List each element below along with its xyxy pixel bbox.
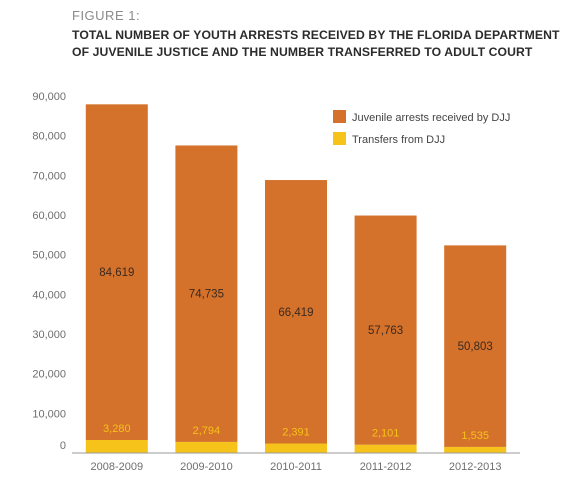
x-tick-label: 2011-2012 xyxy=(360,461,412,473)
data-label-arrests: 57,763 xyxy=(368,325,403,337)
bar-group: 84,619 3,280 74,735 2,794 66,419 2,391 57,763 2… xyxy=(85,104,507,453)
x-axis: 2008-2009 2009-2010 2010-2011 2011-2012 2012… xyxy=(72,452,520,473)
y-axis: 0 10,000 20,000 30,000 40,000 50,000 60,000 70,… xyxy=(32,91,66,452)
legend-label: Transfers from DJJ xyxy=(352,134,445,146)
x-tick-label: 2012-2013 xyxy=(449,461,502,473)
x-tick-label: 2010-2011 xyxy=(270,461,322,473)
y-tick-label: 80,000 xyxy=(32,131,66,143)
y-tick-label: 90,000 xyxy=(32,91,66,103)
legend-swatch xyxy=(333,132,346,145)
bar-transfers xyxy=(444,446,507,453)
data-label-transfers: 2,391 xyxy=(282,427,310,439)
bar-arrests xyxy=(354,215,417,445)
bar-transfers xyxy=(354,444,417,453)
y-tick-label: 50,000 xyxy=(32,250,66,262)
y-tick-label: 0 xyxy=(60,440,66,452)
legend: Juvenile arrests received by DJJ Transfer… xyxy=(333,110,510,146)
bar-transfers xyxy=(175,441,238,453)
bar-transfers xyxy=(85,439,148,453)
bar-arrests xyxy=(265,180,327,444)
figure-title: TOTAL NUMBER OF YOUTH ARRESTS RECEIVED B… xyxy=(72,28,560,59)
data-label-transfers: 3,280 xyxy=(103,423,131,435)
data-label-transfers: 2,101 xyxy=(372,428,400,440)
data-label-arrests: 84,619 xyxy=(99,267,134,279)
data-label-transfers: 1,535 xyxy=(461,430,489,442)
y-tick-label: 70,000 xyxy=(32,170,66,182)
x-tick-label: 2008-2009 xyxy=(90,461,143,473)
y-tick-label: 40,000 xyxy=(32,289,66,301)
data-label-arrests: 74,735 xyxy=(189,289,224,301)
bar-arrests xyxy=(444,245,507,447)
bar-transfers xyxy=(265,443,327,453)
data-label-transfers: 2,794 xyxy=(193,425,221,437)
figure-label: FIGURE 1: xyxy=(72,8,141,23)
y-tick-label: 20,000 xyxy=(32,369,66,381)
y-tick-label: 10,000 xyxy=(32,408,66,420)
bar-arrests xyxy=(85,104,148,440)
legend-swatch xyxy=(333,110,346,123)
x-tick-label: 2009-2010 xyxy=(180,461,233,473)
y-tick-label: 30,000 xyxy=(32,329,66,341)
data-label-arrests: 66,419 xyxy=(278,307,313,319)
legend-label: Juvenile arrests received by DJJ xyxy=(352,112,510,124)
data-label-arrests: 50,803 xyxy=(458,341,493,353)
y-tick-label: 60,000 xyxy=(32,210,66,222)
bar-arrests xyxy=(175,145,238,442)
